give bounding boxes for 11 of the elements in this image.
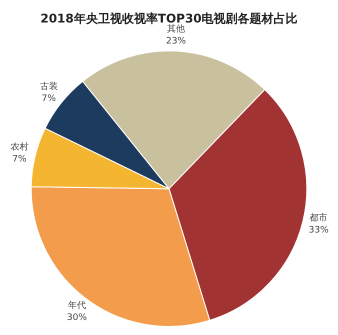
data-label: 30%: [66, 313, 88, 324]
slice-label: 都市: [310, 212, 328, 224]
slice-label: 农村: [10, 141, 28, 152]
slice-label: 古装: [40, 81, 58, 92]
data-label: 33%: [308, 226, 330, 236]
data-label: 7%: [12, 154, 27, 164]
slice-label: 年代: [68, 300, 86, 312]
slice-label: 其他: [166, 23, 185, 34]
chart-title: 2018年央卫视收视率TOP30电视剧各题材占比: [40, 11, 298, 26]
data-label: 7%: [42, 94, 56, 104]
data-label: 23%: [166, 36, 186, 46]
